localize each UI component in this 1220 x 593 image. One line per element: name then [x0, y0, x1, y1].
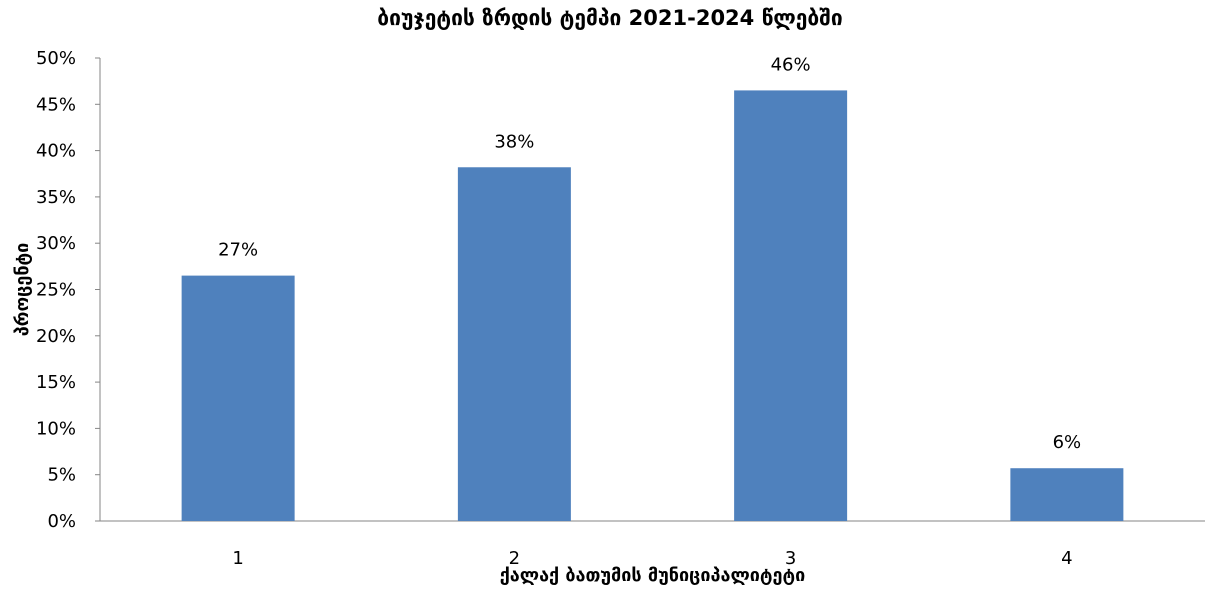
bar-3 [734, 90, 848, 521]
y-tick-label: 45% [36, 94, 76, 115]
x-axis-title: ქალაქ ბათუმის მუნიციპალიტეტი [500, 565, 806, 586]
data-label-2: 38% [494, 131, 534, 152]
bar-1 [181, 275, 295, 521]
bar-2 [457, 167, 571, 521]
x-axis-ticks: 1 2 3 4 [232, 548, 1072, 569]
y-tick-label: 35% [36, 187, 76, 208]
y-tick-label: 50% [36, 48, 76, 69]
x-tick-label: 1 [232, 548, 243, 569]
data-label-4: 6% [1053, 432, 1082, 453]
data-label-3: 46% [771, 54, 811, 75]
x-tick-label: 3 [785, 548, 796, 569]
y-tick-label: 5% [47, 465, 76, 486]
y-axis-title: პროცენტი [12, 243, 33, 337]
y-tick-label: 10% [36, 418, 76, 439]
x-tick-label: 2 [509, 548, 520, 569]
y-tick-label: 30% [36, 233, 76, 254]
x-tick-label: 4 [1061, 548, 1072, 569]
y-tick-label: 15% [36, 372, 76, 393]
y-tick-label: 20% [36, 326, 76, 347]
bars: 27% 38% 46% 6% [181, 54, 1124, 521]
data-label-1: 27% [218, 240, 258, 261]
y-tick-label: 25% [36, 280, 76, 301]
chart-title: ბიუჯეტის ზრდის ტემპი 2021-2024 წლებში [377, 6, 843, 30]
y-tick-label: 40% [36, 141, 76, 162]
bar-4 [1010, 468, 1124, 521]
y-axis-ticks: 0% 5% 10% 15% 20% 25% 30% 35% 40% 45% 50% [36, 48, 100, 532]
y-tick-label: 0% [47, 511, 76, 532]
